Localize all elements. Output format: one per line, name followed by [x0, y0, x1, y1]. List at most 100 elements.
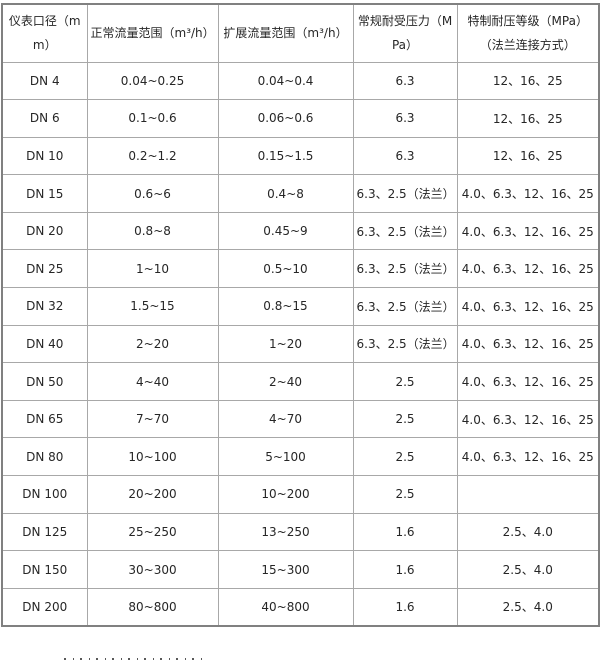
table-cell: 4~70: [217, 399, 354, 439]
table-cell: 0.2~1.2: [86, 136, 219, 176]
table-cell: 4.0、6.3、12、16、25: [456, 287, 600, 326]
table-cell: 4.0、6.3、12、16、25: [456, 174, 600, 213]
table-cell: DN 200: [1, 587, 88, 627]
table-cell: 1~10: [86, 249, 219, 289]
table-cell: 0.5~10: [217, 249, 354, 289]
table-cell: 4.0、6.3、12、16、25: [456, 399, 600, 439]
table-cell: 12、16、25: [456, 99, 600, 138]
table-cell: 13~250: [217, 512, 354, 552]
table-cell: DN 15: [1, 174, 88, 213]
table-row: DN 15 0.6~6 0.4~8 6.3、2.5（法兰） 4.0、6.3、12、16、…: [1, 174, 600, 213]
column-header-normal: 正常流量范围（m³/h）: [86, 3, 219, 63]
table-cell: 6.3、2.5（法兰）: [352, 211, 458, 251]
table-cell: 12、16、25: [456, 136, 600, 176]
column-header-extended: 扩展流量范围（m³/h）: [217, 3, 354, 63]
header-row: 仪表口径（mm） 正常流量范围（m³/h） 扩展流量范围（m³/h） 常规耐受压…: [1, 3, 600, 63]
table-row: DN 125 25~250 13~250 1.6 2.5、4.0: [1, 512, 600, 552]
table-cell: 6.3、2.5（法兰）: [352, 174, 458, 213]
table-cell: DN 32: [1, 287, 88, 326]
table-cell: 2.5: [352, 399, 458, 439]
table-cell: DN 25: [1, 249, 88, 289]
table-cell: 4.0、6.3、12、16、25: [456, 437, 600, 477]
table-cell: 12、16、25: [456, 61, 600, 101]
table-cell: DN 20: [1, 211, 88, 251]
table-cell: 0.4~8: [217, 174, 354, 213]
table-cell: 5~100: [217, 437, 354, 477]
table-cell: 15~300: [217, 550, 354, 589]
table-cell: 4.0、6.3、12、16、25: [456, 362, 600, 401]
table-cell: 2.5、4.0: [456, 512, 600, 552]
table-row: DN 10 0.2~1.2 0.15~1.5 6.3 12、16、25: [1, 136, 600, 176]
table-cell: 20~200: [86, 475, 219, 514]
table-cell: 6.3、2.5（法兰）: [352, 324, 458, 364]
clipped-caption-fragment: [64, 658, 204, 660]
table-cell: 6.3、2.5（法兰）: [352, 249, 458, 289]
table-row: DN 6 0.1~0.6 0.06~0.6 6.3 12、16、25: [1, 99, 600, 138]
table-row: DN 65 7~70 4~70 2.5 4.0、6.3、12、16、25: [1, 399, 600, 439]
table-row: DN 25 1~10 0.5~10 6.3、2.5（法兰） 4.0、6.3、12、16、…: [1, 249, 600, 289]
table-row: DN 40 2~20 1~20 6.3、2.5（法兰） 4.0、6.3、12、16、25: [1, 324, 600, 364]
table-cell: DN 65: [1, 399, 88, 439]
table-cell: 1.6: [352, 512, 458, 552]
spec-table: 仪表口径（mm） 正常流量范围（m³/h） 扩展流量范围（m³/h） 常规耐受压…: [1, 3, 600, 627]
table-row: DN 32 1.5~15 0.8~15 6.3、2.5（法兰） 4.0、6.3、12、1…: [1, 287, 600, 326]
table-cell: 4.0、6.3、12、16、25: [456, 249, 600, 289]
spec-table-body: DN 4 0.04~0.25 0.04~0.4 6.3 12、16、25 DN 6 0.1~…: [1, 61, 600, 627]
table-cell: 0.8~15: [217, 287, 354, 326]
table-cell: 40~800: [217, 587, 354, 627]
table-cell: 10~200: [217, 475, 354, 514]
table-cell: 4~40: [86, 362, 219, 401]
table-cell: DN 100: [1, 475, 88, 514]
table-cell: 0.6~6: [86, 174, 219, 213]
table-cell: 30~300: [86, 550, 219, 589]
table-row: DN 100 20~200 10~200 2.5: [1, 475, 600, 514]
table-cell: 6.3: [352, 99, 458, 138]
table-cell: 2.5、4.0: [456, 550, 600, 589]
table-cell: DN 150: [1, 550, 88, 589]
table-cell: 2.5: [352, 437, 458, 477]
table-cell: DN 10: [1, 136, 88, 176]
table-cell: 0.04~0.4: [217, 61, 354, 101]
table-cell: 1.5~15: [86, 287, 219, 326]
table-row: DN 50 4~40 2~40 2.5 4.0、6.3、12、16、25: [1, 362, 600, 401]
table-cell: 4.0、6.3、12、16、25: [456, 324, 600, 364]
table-cell: DN 40: [1, 324, 88, 364]
column-header-special: 特制耐压等级（MPa）（法兰连接方式）: [456, 3, 600, 63]
column-header-size: 仪表口径（mm）: [1, 3, 88, 63]
table-row: DN 150 30~300 15~300 1.6 2.5、4.0: [1, 550, 600, 589]
spec-table-header: 仪表口径（mm） 正常流量范围（m³/h） 扩展流量范围（m³/h） 常规耐受压…: [1, 3, 600, 63]
table-row: DN 4 0.04~0.25 0.04~0.4 6.3 12、16、25: [1, 61, 600, 101]
table-cell: DN 50: [1, 362, 88, 401]
table-cell: 10~100: [86, 437, 219, 477]
table-cell: 6.3: [352, 136, 458, 176]
table-cell: 1~20: [217, 324, 354, 364]
table-cell: 1.6: [352, 587, 458, 627]
table-cell: 2.5、4.0: [456, 587, 600, 627]
table-cell: 7~70: [86, 399, 219, 439]
table-row: DN 80 10~100 5~100 2.5 4.0、6.3、12、16、25: [1, 437, 600, 477]
table-cell: 2.5: [352, 475, 458, 514]
table-cell: DN 125: [1, 512, 88, 552]
table-cell: 4.0、6.3、12、16、25: [456, 211, 600, 251]
table-cell: 6.3: [352, 61, 458, 101]
table-cell: 0.1~0.6: [86, 99, 219, 138]
table-row: DN 20 0.8~8 0.45~9 6.3、2.5（法兰） 4.0、6.3、12、16…: [1, 211, 600, 251]
table-cell: 0.15~1.5: [217, 136, 354, 176]
table-cell: [456, 475, 600, 514]
table-cell: 0.06~0.6: [217, 99, 354, 138]
table-cell: 2~40: [217, 362, 354, 401]
table-cell: 2~20: [86, 324, 219, 364]
table-cell: 25~250: [86, 512, 219, 552]
column-header-pressure: 常规耐受压力（MPa）: [352, 3, 458, 63]
table-cell: 0.8~8: [86, 211, 219, 251]
table-cell: 6.3、2.5（法兰）: [352, 287, 458, 326]
table-cell: DN 80: [1, 437, 88, 477]
page: 仪表口径（mm） 正常流量范围（m³/h） 扩展流量范围（m³/h） 常规耐受压…: [0, 3, 600, 660]
table-cell: 0.45~9: [217, 211, 354, 251]
table-cell: 80~800: [86, 587, 219, 627]
table-cell: 0.04~0.25: [86, 61, 219, 101]
table-cell: DN 4: [1, 61, 88, 101]
table-cell: 1.6: [352, 550, 458, 589]
table-cell: DN 6: [1, 99, 88, 138]
table-cell: 2.5: [352, 362, 458, 401]
